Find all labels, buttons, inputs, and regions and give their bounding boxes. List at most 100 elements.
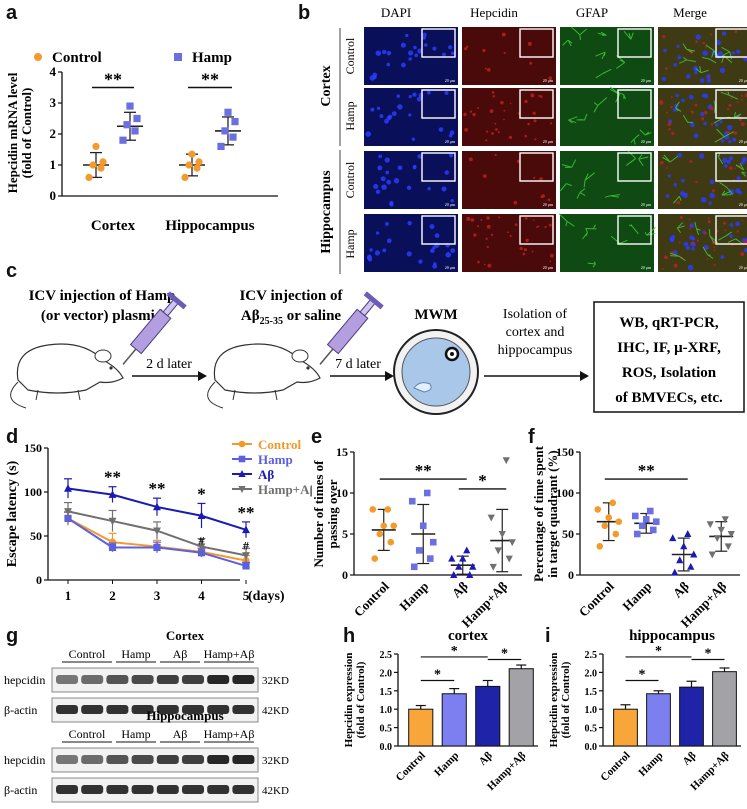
scale-bar-label: 20 μm	[445, 265, 456, 270]
nucleus-dot	[434, 233, 440, 239]
hepcidin-dot	[671, 131, 675, 136]
hepcidin-dot	[713, 249, 716, 252]
hepcidin-dot	[728, 103, 732, 108]
y-tick-label: 10	[336, 486, 348, 500]
blot-band	[182, 785, 204, 794]
data-point	[64, 508, 72, 516]
column-label-gfap: GFAP	[576, 5, 608, 20]
gfap-fiber	[561, 159, 577, 168]
bar	[508, 668, 534, 747]
nucleus-dot	[449, 130, 455, 136]
data-point	[615, 518, 623, 525]
blot-band	[207, 755, 230, 764]
nucleus-dot	[412, 92, 417, 97]
hepcidin-dot	[507, 231, 509, 234]
scale-bar-label: 20 μm	[641, 265, 652, 270]
hepcidin-dot	[503, 118, 505, 121]
hepcidin-dot	[707, 217, 710, 220]
data-point	[153, 543, 161, 552]
gfap-fiber	[720, 91, 739, 100]
blot-band	[106, 675, 129, 684]
legend-label: Aβ	[258, 467, 274, 482]
bar	[613, 708, 638, 747]
blot-band	[131, 675, 154, 684]
nucleus-dot	[370, 107, 375, 112]
hepcidin-dot	[710, 33, 713, 36]
step1-line1: ICV injection of Hamp	[29, 288, 176, 304]
blot-band	[232, 705, 255, 714]
data-point	[429, 538, 437, 546]
blot-band	[156, 705, 179, 714]
micrograph-tile	[658, 27, 747, 85]
nucleus-dot	[400, 42, 406, 48]
assay-line3: ROS, Isolation	[622, 365, 717, 381]
hepcidin-dot	[539, 95, 543, 98]
hepcidin-dot	[736, 101, 739, 104]
y-tick-label: 150	[24, 441, 42, 455]
blot-band	[207, 785, 230, 794]
data-point	[181, 173, 189, 181]
significance-mark: *	[434, 667, 441, 682]
axis-label: Hepcidin mRNA level(fold of Control)	[5, 72, 34, 193]
gfap-fiber	[735, 162, 745, 171]
nucleus-dot	[374, 250, 381, 256]
y-tick-label: 0.5	[380, 724, 393, 735]
nucleus-dot	[702, 50, 708, 56]
nucleus-dot	[679, 191, 685, 197]
gfap-fiber	[701, 56, 717, 64]
gfap-fiber	[702, 246, 714, 259]
blot-band	[232, 675, 255, 684]
blot-title: Hippocampus	[146, 708, 223, 723]
zoom-box	[715, 89, 747, 119]
panel-letter-i: i	[545, 625, 551, 647]
x-tick-label: Hamp	[396, 579, 431, 614]
gfap-fiber	[713, 100, 716, 113]
nucleus-dot	[735, 221, 740, 227]
data-point	[502, 457, 510, 465]
hepcidin-dot	[547, 198, 551, 202]
gfap-fiber	[721, 46, 733, 60]
nucleus-dot	[384, 118, 389, 124]
assay-line1: WB, qRT-PCR,	[619, 315, 719, 331]
hepcidin-dot	[484, 67, 487, 70]
significance-mark: **	[638, 461, 655, 480]
nucleus-dot	[740, 160, 745, 165]
x-tick-label: 1	[65, 588, 72, 603]
row-label: Control	[343, 161, 357, 198]
data-point	[380, 522, 388, 530]
nucleus-dot	[368, 257, 372, 262]
hepcidin-dot	[738, 118, 742, 122]
axis-label: Escape latency (s)	[5, 460, 20, 567]
nucleus-dot	[694, 70, 698, 75]
hepcidin-dot	[466, 216, 471, 221]
nucleus-dot	[430, 248, 435, 254]
lane-label: Hamp	[121, 647, 150, 661]
nucleus-dot	[667, 174, 671, 178]
data-point	[684, 530, 692, 537]
legend-marker	[238, 470, 246, 477]
nucleus-dot	[677, 152, 683, 158]
nucleus-dot	[417, 154, 422, 159]
scale-bar-label: 20 μm	[543, 139, 554, 144]
data-point	[197, 511, 206, 519]
micrograph-panel-b: DAPI Hepcidin GFAP Merge Cortex Hippocam…	[319, 5, 747, 274]
hepcidin-dot	[710, 105, 713, 108]
nucleus-dot	[375, 50, 382, 56]
nucleus-dot	[408, 95, 412, 99]
hepcidin-dot	[728, 166, 733, 171]
bar	[441, 693, 467, 747]
hepcidin-dot	[490, 233, 494, 237]
hepcidin-dot	[519, 246, 523, 251]
hepcidin-dot	[726, 130, 730, 135]
blot-row-label: β-actin	[4, 703, 37, 717]
y-tick-label: 2.0	[585, 668, 598, 679]
blot-band	[56, 675, 78, 684]
nucleus-dot	[391, 111, 397, 117]
zoom-box	[617, 152, 652, 182]
hepcidin-dot	[529, 61, 533, 65]
nucleus-dot	[721, 139, 725, 143]
data-point	[717, 526, 725, 534]
data-point	[671, 568, 679, 576]
step2-line2: Aβ25-35 or saline	[241, 308, 341, 327]
